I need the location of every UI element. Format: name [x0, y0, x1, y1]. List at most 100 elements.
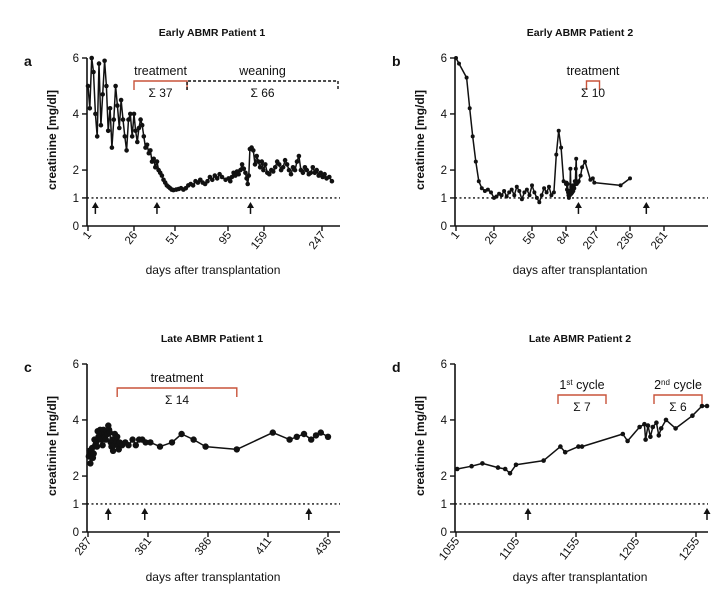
bracket-label-sup: st — [566, 378, 573, 387]
data-point — [618, 183, 623, 188]
series-line — [455, 57, 631, 203]
data-point — [114, 433, 121, 440]
bracket-label: weaning — [238, 64, 286, 78]
data-point — [522, 190, 527, 195]
data-point — [128, 111, 133, 117]
data-point — [267, 171, 272, 177]
x-tick-label: 247 — [307, 229, 328, 252]
data-point — [507, 190, 512, 195]
data-point — [241, 166, 247, 171]
data-point — [656, 433, 662, 438]
data-point — [263, 162, 268, 167]
data-point — [269, 429, 276, 436]
data-point — [256, 159, 261, 164]
data-point — [704, 403, 710, 409]
x-tick-label: 84 — [555, 229, 573, 247]
data-point — [583, 159, 587, 164]
y-tick-label: 0 — [73, 221, 79, 233]
data-point — [118, 97, 124, 103]
data-point — [572, 186, 577, 191]
data-point — [310, 165, 316, 170]
data-point — [107, 106, 113, 111]
data-point — [300, 170, 306, 176]
data-point — [537, 200, 542, 205]
x-tick-label: 207 — [581, 229, 602, 252]
x-tick-label: 1155 — [558, 535, 583, 562]
data-point — [293, 433, 300, 440]
x-tick-label: 95 — [217, 229, 234, 246]
data-point — [87, 106, 93, 111]
data-point — [542, 186, 547, 191]
bracket-sigma: Σ 66 — [250, 86, 274, 100]
data-point — [590, 176, 595, 181]
data-point — [504, 194, 509, 199]
data-point — [89, 55, 94, 61]
data-point — [519, 197, 524, 202]
data-point — [574, 156, 579, 161]
panel-c-title: Late ABMR Patient 1 — [161, 333, 263, 345]
data-point — [136, 125, 142, 131]
data-point — [539, 193, 544, 198]
y-tick-label: 6 — [441, 53, 447, 65]
data-point — [699, 403, 705, 409]
data-point — [469, 463, 474, 469]
data-point — [457, 61, 461, 66]
data-point — [261, 167, 266, 173]
data-point — [251, 148, 256, 153]
series-line — [457, 405, 707, 475]
panel-c-letter: c — [24, 359, 32, 375]
data-point — [464, 75, 469, 80]
data-point — [252, 162, 258, 167]
arrow-head — [104, 507, 112, 514]
data-point — [219, 174, 225, 180]
data-point — [98, 122, 104, 128]
data-point — [482, 189, 487, 193]
data-point — [117, 125, 122, 131]
data-point — [190, 436, 197, 443]
data-point — [479, 186, 484, 191]
bracket — [585, 80, 601, 90]
data-point — [580, 165, 585, 170]
data-point — [489, 190, 493, 195]
bracket-label: treatment — [567, 64, 620, 78]
x-tick-label: 26 — [483, 229, 500, 246]
data-point — [454, 56, 458, 60]
data-point — [296, 153, 302, 159]
data-point — [288, 171, 294, 177]
data-point — [576, 179, 581, 184]
data-point — [658, 426, 664, 431]
data-point — [153, 165, 158, 170]
data-point — [467, 106, 472, 111]
y-tick-label: 1 — [441, 193, 447, 205]
data-point — [573, 166, 578, 171]
bracket-sigma: Σ 6 — [669, 400, 687, 414]
arrow-head — [153, 201, 161, 208]
panel-b-xlabel: days after transplantation — [513, 263, 648, 277]
data-point — [513, 462, 519, 468]
data-point — [257, 165, 263, 170]
y-tick-label: 1 — [73, 499, 79, 511]
data-point — [147, 439, 154, 446]
panel-d-title: Late ABMR Patient 2 — [529, 333, 631, 345]
data-point — [168, 439, 176, 446]
x-tick-label: 1 — [449, 229, 462, 241]
arrow-head — [247, 201, 254, 208]
data-point — [579, 444, 585, 449]
data-point — [476, 179, 481, 184]
data-point — [507, 471, 513, 476]
data-point — [565, 182, 570, 186]
panel-d-ylabel: creatinine [mg/dl] — [413, 396, 427, 496]
data-point — [111, 117, 117, 122]
data-point — [105, 128, 111, 134]
data-point — [282, 157, 288, 163]
data-point — [151, 156, 156, 162]
data-point — [126, 117, 131, 122]
data-point — [648, 434, 653, 440]
data-point — [517, 189, 522, 193]
data-point — [286, 436, 293, 443]
y-tick-label: 4 — [73, 109, 80, 121]
arrow-head — [642, 201, 650, 208]
y-tick-label: 2 — [441, 165, 447, 177]
